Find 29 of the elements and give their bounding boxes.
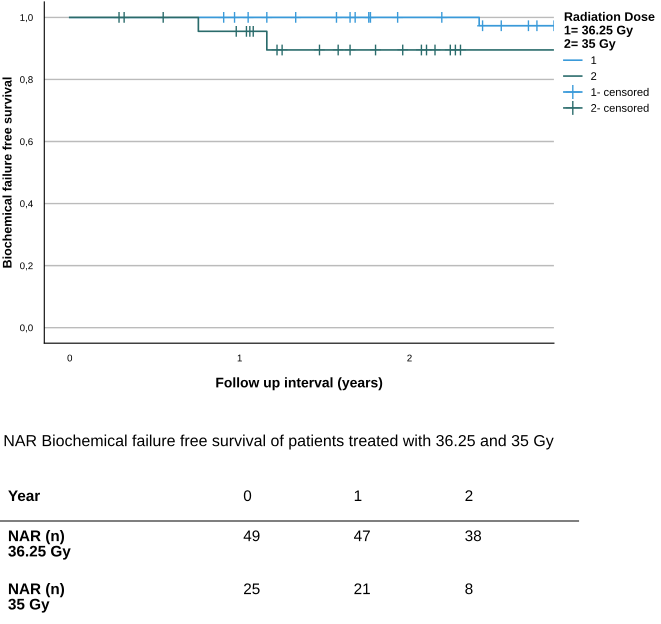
- x-axis-title: Follow up interval (years): [216, 377, 382, 390]
- y-tick-label: 0,2: [20, 262, 33, 270]
- text: 2: [465, 490, 472, 501]
- text: 0: [244, 490, 252, 502]
- y-tick-label: 0,4: [20, 200, 33, 208]
- legend-label: 1: [591, 56, 596, 64]
- text: 49: [244, 530, 260, 542]
- y-tick-label: 0,6: [20, 138, 33, 146]
- legend-label: 2: [591, 72, 596, 80]
- legend-label: 2- censored: [591, 104, 649, 112]
- text: 1: [354, 490, 362, 501]
- text: NAR (n) 36.25 Gy: [8, 530, 71, 560]
- text: 47: [354, 530, 370, 542]
- text: NAR Biochemical failure free survival of patients treated with 36.25 and 35 Gy: [4, 434, 554, 450]
- text: 25: [244, 583, 260, 594]
- text: Year: [8, 490, 40, 502]
- legend-label: 1- censored: [591, 88, 649, 96]
- y-tick-label: 0,8: [20, 76, 33, 84]
- y-tick-label: 1,0: [20, 14, 33, 22]
- x-tick-label: 1: [238, 354, 242, 362]
- legend-title: Radiation Dose 1= 36.25 Gy 2= 35 Gy: [564, 12, 654, 50]
- y-tick-label: 0,0: [20, 324, 33, 332]
- x-tick-label: 0: [67, 354, 72, 362]
- text: 38: [465, 530, 482, 542]
- text: 8: [465, 583, 473, 594]
- x-tick-label: 2: [407, 354, 412, 362]
- text: 21: [354, 583, 370, 594]
- y-axis-title: Biochemical failure free survival: [2, 78, 12, 268]
- text: NAR (n) 35 Gy: [8, 583, 64, 613]
